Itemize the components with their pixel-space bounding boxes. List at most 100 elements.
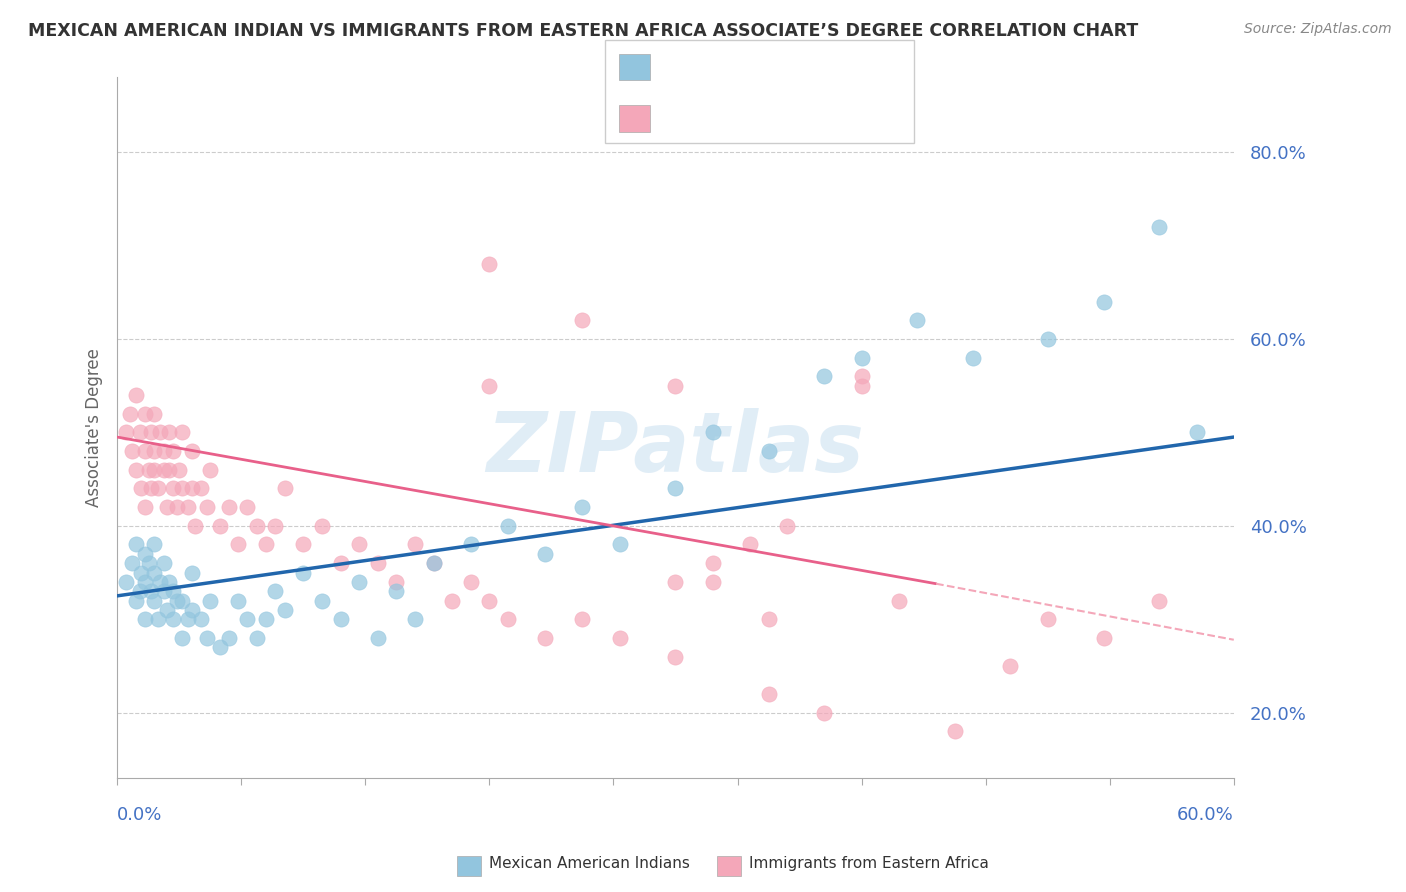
Point (851, 351, 873, 365)
Point (311, 518, 333, 533)
Point (200, 593, 222, 607)
Point (246, 518, 269, 533)
Point (134, 547, 156, 561)
Text: Mexican American Indians: Mexican American Indians (489, 856, 690, 871)
Point (441, 593, 464, 607)
Point (128, 425, 150, 440)
Point (292, 537, 315, 551)
Point (264, 518, 287, 533)
Point (184, 518, 207, 533)
Point (162, 444, 184, 458)
Point (138, 556, 160, 570)
Point (758, 444, 780, 458)
Text: 0.291: 0.291 (707, 58, 759, 76)
Point (236, 500, 259, 515)
Point (138, 463, 160, 477)
Point (664, 482, 686, 496)
Point (190, 482, 212, 496)
Text: MEXICAN AMERICAN INDIAN VS IMMIGRANTS FROM EASTERN AFRICA ASSOCIATE’S DEGREE COR: MEXICAN AMERICAN INDIAN VS IMMIGRANTS FR… (28, 22, 1139, 40)
Point (156, 500, 179, 515)
Point (478, 257, 501, 271)
Point (134, 500, 156, 515)
Point (146, 612, 169, 626)
Point (246, 631, 269, 645)
Point (146, 482, 169, 496)
Point (134, 612, 156, 626)
Point (1092, 294, 1115, 309)
Point (813, 706, 835, 720)
Point (962, 351, 984, 365)
Point (218, 500, 240, 515)
Point (134, 407, 156, 421)
Point (162, 482, 184, 496)
Point (115, 574, 138, 589)
Point (422, 556, 444, 570)
Point (236, 612, 259, 626)
Point (121, 444, 143, 458)
Point (907, 313, 929, 327)
Point (1036, 332, 1059, 346)
Point (385, 574, 408, 589)
Point (254, 612, 277, 626)
Point (195, 631, 218, 645)
Point (200, 463, 222, 477)
Point (172, 482, 194, 496)
Point (190, 612, 212, 626)
Text: Immigrants from Eastern Africa: Immigrants from Eastern Africa (749, 856, 990, 871)
Point (1149, 219, 1171, 234)
Point (571, 313, 593, 327)
Point (851, 378, 873, 392)
Point (478, 593, 501, 607)
Point (139, 425, 162, 440)
Point (143, 566, 166, 580)
Point (887, 593, 910, 607)
Point (156, 603, 179, 617)
Point (139, 482, 162, 496)
Point (149, 425, 172, 440)
Point (264, 584, 287, 599)
Point (776, 518, 799, 533)
Point (664, 649, 686, 664)
Point (134, 574, 156, 589)
Point (404, 612, 426, 626)
Point (195, 500, 218, 515)
Point (125, 537, 148, 551)
Point (125, 593, 148, 607)
Point (166, 593, 188, 607)
Y-axis label: Associate's Degree: Associate's Degree (86, 348, 103, 508)
Text: Source: ZipAtlas.com: Source: ZipAtlas.com (1244, 22, 1392, 37)
Point (115, 425, 138, 440)
Point (609, 537, 631, 551)
Point (292, 566, 315, 580)
Point (347, 574, 370, 589)
Point (702, 574, 724, 589)
Point (534, 631, 557, 645)
Point (226, 537, 249, 551)
Point (254, 537, 277, 551)
Point (329, 612, 352, 626)
Point (162, 612, 184, 626)
Point (329, 556, 352, 570)
Point (131, 482, 153, 496)
Point (166, 500, 188, 515)
Point (162, 584, 184, 599)
Point (128, 584, 150, 599)
Point (125, 388, 148, 402)
Text: 60.0%: 60.0% (1177, 806, 1234, 824)
Point (134, 444, 156, 458)
Text: R =: R = (661, 58, 695, 76)
Point (177, 612, 200, 626)
Point (664, 378, 686, 392)
Point (851, 369, 873, 384)
Point (208, 640, 231, 655)
Point (385, 584, 408, 599)
Point (152, 444, 174, 458)
Point (404, 537, 426, 551)
Point (143, 537, 166, 551)
Point (702, 556, 724, 570)
Point (738, 537, 761, 551)
Text: R = -0.288: R = -0.288 (661, 112, 758, 129)
Point (167, 463, 190, 477)
Point (120, 407, 142, 421)
Point (496, 518, 519, 533)
